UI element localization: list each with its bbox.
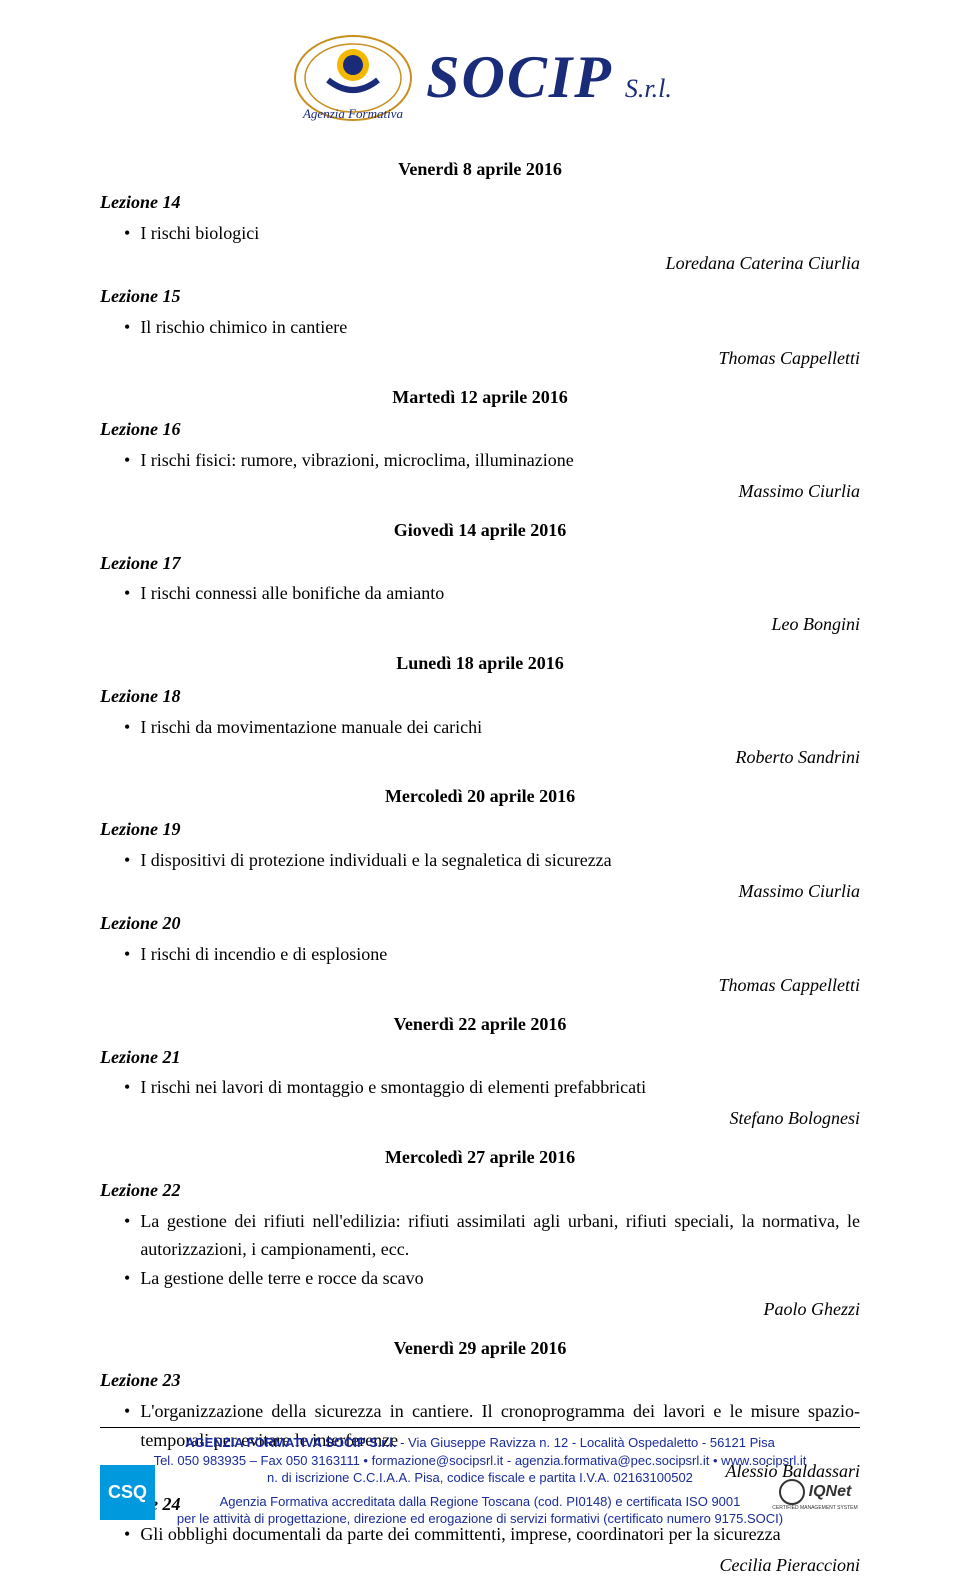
footer-text: AGENZIA FORMATIVA SOCIP S.r.l. - Via Giu… [154,1434,807,1528]
lesson-title: Lezione 16 [100,415,860,444]
lesson-author: Leo Bongini [100,610,860,639]
lesson-author: Paolo Ghezzi [100,1295,860,1324]
date-heading: Mercoledì 27 aprile 2016 [100,1143,860,1172]
lesson-title: Lezione 20 [100,909,860,938]
lesson-bullet: •I rischi biologici [124,219,860,248]
lesson-title: Lezione 23 [100,1366,860,1395]
date-heading: Venerdì 22 aprile 2016 [100,1010,860,1039]
date-heading: Mercoledì 20 aprile 2016 [100,782,860,811]
date-heading: Giovedì 14 aprile 2016 [100,516,860,545]
lesson-title: Lezione 21 [100,1043,860,1072]
lesson-title: Lezione 19 [100,815,860,844]
lesson-author: Cecilia Pieraccioni [100,1551,860,1580]
lesson-bullet: •I rischi da movimentazione manuale dei … [124,713,860,742]
header-logo: Agenzia Formativa SOCIPS.r.l. [100,30,860,125]
iqnet-badge: IQNet CERTIFIED MANAGEMENT SYSTEM [770,1470,860,1520]
lesson-title: Lezione 18 [100,682,860,711]
logo-company-name: SOCIPS.r.l. [426,43,672,112]
lesson-author: Thomas Cappelletti [100,344,860,373]
date-heading: Lunedì 18 aprile 2016 [100,649,860,678]
lesson-bullet: •I rischi connessi alle bonifiche da ami… [124,579,860,608]
lesson-title: Lezione 15 [100,282,860,311]
date-heading: Venerdì 29 aprile 2016 [100,1334,860,1363]
lesson-author: Stefano Bolognesi [100,1104,860,1133]
svg-text:Agenzia Formativa: Agenzia Formativa [302,106,404,121]
lesson-bullet: •I rischi di incendio e di esplosione [124,940,860,969]
lesson-author: Loredana Caterina Ciurlia [100,249,860,278]
lesson-title: Lezione 17 [100,549,860,578]
lesson-bullet: •I rischi nei lavori di montaggio e smon… [124,1073,860,1102]
csq-badge: CSQ [100,1465,155,1520]
lesson-author: Massimo Ciurlia [100,477,860,506]
page-footer: CSQ AGENZIA FORMATIVA SOCIP S.r.l. - Via… [100,1427,860,1528]
lesson-bullet: •La gestione delle terre e rocce da scav… [124,1264,860,1293]
lesson-bullet: •La gestione dei rifiuti nell'edilizia: … [124,1207,860,1265]
lesson-bullet: •I dispositivi di protezione individuali… [124,846,860,875]
lesson-title: Lezione 14 [100,188,860,217]
lesson-author: Roberto Sandrini [100,743,860,772]
date-heading: Martedì 12 aprile 2016 [100,383,860,412]
lesson-bullet: •Il rischio chimico in cantiere [124,313,860,342]
lesson-author: Thomas Cappelletti [100,971,860,1000]
date-heading: Venerdì 8 aprile 2016 [100,155,860,184]
lesson-bullet: •I rischi fisici: rumore, vibrazioni, mi… [124,446,860,475]
lesson-author: Massimo Ciurlia [100,877,860,906]
lesson-title: Lezione 22 [100,1176,860,1205]
logo-emblem: Agenzia Formativa [288,30,418,125]
